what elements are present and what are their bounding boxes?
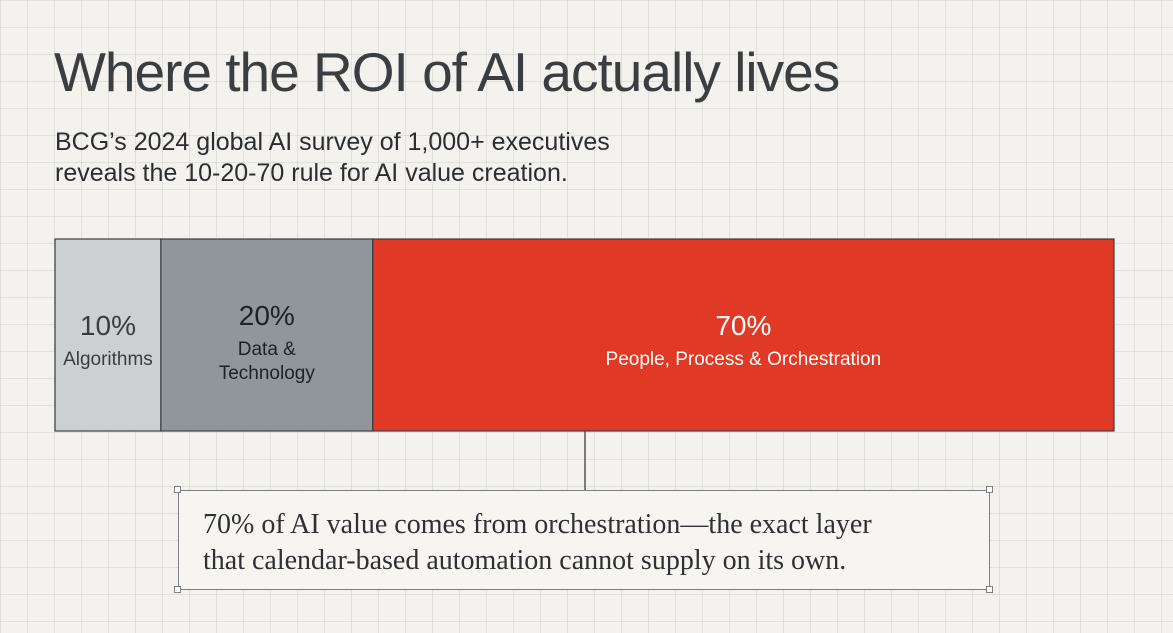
bar-segment-people-process-orchestration xyxy=(372,238,1115,432)
category-label-algorithms-line-1: Algorithms xyxy=(63,349,153,370)
subtitle: BCG’s 2024 global AI survey of 1,000+ ex… xyxy=(55,127,755,189)
callout-handle-bottom-right xyxy=(986,586,993,593)
callout-line-1: 70% of AI value comes from orchestration… xyxy=(203,509,872,540)
callout-line-2: that calendar-based automation cannot su… xyxy=(203,545,847,576)
category-label-people-process-orchestration-line-1: People, Process & Orchestration xyxy=(606,349,882,370)
callout-box: 70% of AI value comes from orchestration… xyxy=(178,490,990,590)
bar-segment-data-technology xyxy=(160,238,374,432)
callout-handle-bottom-left xyxy=(174,586,181,593)
subtitle-line-1: BCG’s 2024 global AI survey of 1,000+ ex… xyxy=(55,128,610,156)
value-label-algorithms: 10% xyxy=(80,310,136,341)
subtitle-line-2: reveals the 10-20-70 rule for AI value c… xyxy=(55,159,568,187)
callout-handle-top-right xyxy=(986,486,993,493)
page-title: Where the ROI of AI actually lives xyxy=(54,41,840,103)
category-label-data-technology-line-1: Data & xyxy=(238,339,296,360)
category-label-data-technology-line-2: Technology xyxy=(219,363,316,384)
value-label-people-process-orchestration: 70% xyxy=(715,310,771,341)
callout-handle-top-left xyxy=(174,486,181,493)
value-label-data-technology: 20% xyxy=(239,300,295,331)
